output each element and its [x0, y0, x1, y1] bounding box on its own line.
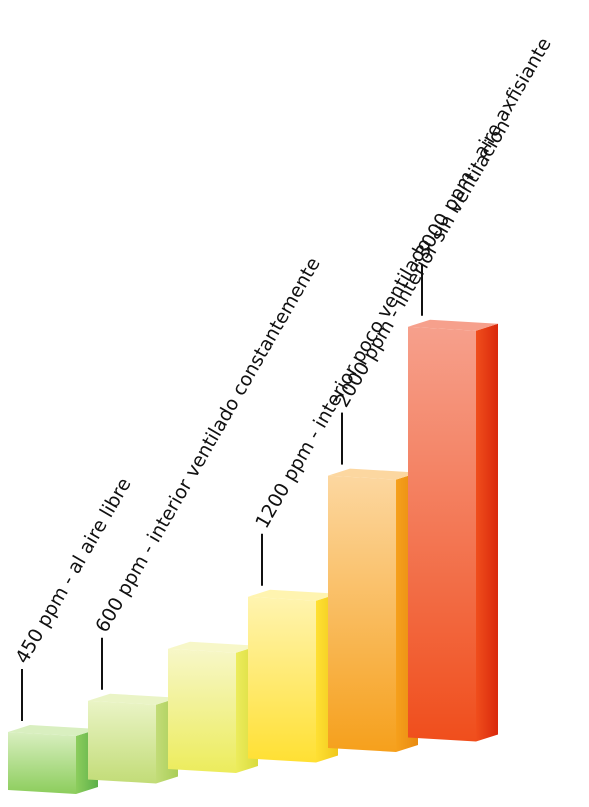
bar-3 [248, 589, 338, 763]
bar-top-2 [168, 641, 258, 653]
leader-lines [21, 263, 423, 721]
bar-front-3 [248, 596, 316, 763]
bar-front-1 [88, 700, 156, 784]
bar-front-2 [168, 648, 236, 773]
bar-top-0 [8, 725, 98, 736]
bar-front-0 [8, 732, 76, 794]
bar-top-3 [248, 589, 338, 601]
category-label-0: 450 ppm - al aire libre [11, 474, 135, 667]
bar-4 [328, 468, 418, 752]
bar-side-5 [476, 323, 498, 742]
bar-1 [88, 693, 178, 784]
category-label-5: 3000 ppm - aire axfisiante [411, 34, 555, 262]
bar-top-1 [88, 693, 178, 705]
bar-5 [408, 319, 498, 742]
bars-group [8, 319, 498, 794]
bar-front-4 [328, 475, 396, 752]
category-label-1: 600 ppm - interior ventilado constanteme… [91, 254, 325, 636]
bar-top-4 [328, 468, 418, 480]
bar-top-5 [408, 319, 498, 331]
bar-2 [168, 641, 258, 773]
bar-0 [8, 725, 98, 794]
bar-front-5 [408, 326, 476, 742]
